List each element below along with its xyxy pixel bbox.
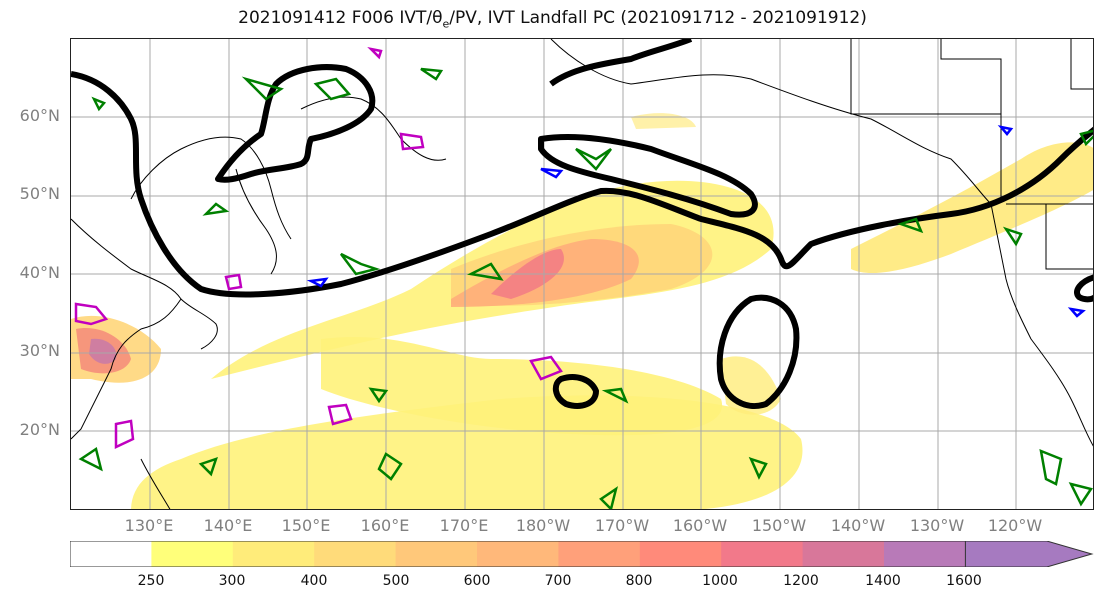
colorbar-tick-300: 300 (218, 573, 246, 589)
colorbar-tick-1400: 1400 (865, 573, 901, 589)
colorbar-tick-1600: 1600 (946, 573, 982, 589)
colorbar-tick-400: 400 (300, 573, 328, 589)
lon-label-120w: 120°W (987, 516, 1043, 535)
lon-label-150w: 150°W (751, 516, 807, 535)
theta-e-contours (78, 67, 1093, 509)
colorbar-bin (558, 541, 641, 567)
map-panel (70, 38, 1094, 510)
colorbar-tick-250: 250 (137, 573, 165, 589)
colorbar-bin (964, 541, 1094, 567)
lat-label-50n: 50°N (19, 184, 60, 203)
title-prefix: 2021091412 F006 IVT/θ (238, 8, 443, 28)
colorbar-bin (314, 541, 397, 567)
lat-label-60n: 60°N (19, 106, 60, 125)
colorbar-bin (802, 541, 885, 567)
lon-label-140w: 140°W (830, 516, 886, 535)
lon-label-160e: 160°E (360, 516, 410, 535)
pv-negative-contours (306, 125, 1086, 318)
lat-label-20n: 20°N (19, 420, 60, 439)
colorbar-bin (70, 541, 152, 567)
colorbar-bin (151, 541, 234, 567)
lon-label-170e: 170°E (439, 516, 489, 535)
title-suffix: /PV, IVT Landfall PC (2021091712 - 20210… (449, 8, 867, 28)
lon-label-130e: 130°E (124, 516, 174, 535)
colorbar-bin (395, 541, 478, 567)
chart-title: 2021091412 F006 IVT/θe/PV, IVT Landfall … (0, 8, 1105, 30)
lon-label-160w: 160°W (672, 516, 728, 535)
lon-label-150e: 150°E (281, 516, 331, 535)
colorbar-bin (884, 541, 966, 567)
lat-label-40n: 40°N (19, 263, 60, 282)
colorbar-tick-500: 500 (382, 573, 410, 589)
lat-label-30n: 30°N (19, 341, 60, 360)
map-canvas (71, 39, 1093, 509)
colorbar-bins (70, 541, 1094, 567)
landfall-pc-contours (71, 39, 1093, 409)
pv-contours (74, 46, 563, 449)
colorbar-bin (477, 541, 559, 567)
lon-label-140e: 140°E (203, 516, 253, 535)
colorbar-bin (639, 541, 722, 567)
colorbar-tick-1000: 1000 (702, 573, 738, 589)
colorbar-tick-600: 600 (463, 573, 491, 589)
colorbar (70, 541, 1094, 567)
title-subscript: e (442, 17, 450, 31)
colorbar-tick-800: 800 (625, 573, 653, 589)
colorbar-tick-1200: 1200 (783, 573, 819, 589)
lon-label-170w: 170°W (594, 516, 650, 535)
lon-label-180w: 180°W (515, 516, 571, 535)
colorbar-bin (232, 541, 315, 567)
lon-label-130w: 130°W (909, 516, 965, 535)
colorbar-bin (721, 541, 804, 567)
colorbar-tick-700: 700 (544, 573, 572, 589)
